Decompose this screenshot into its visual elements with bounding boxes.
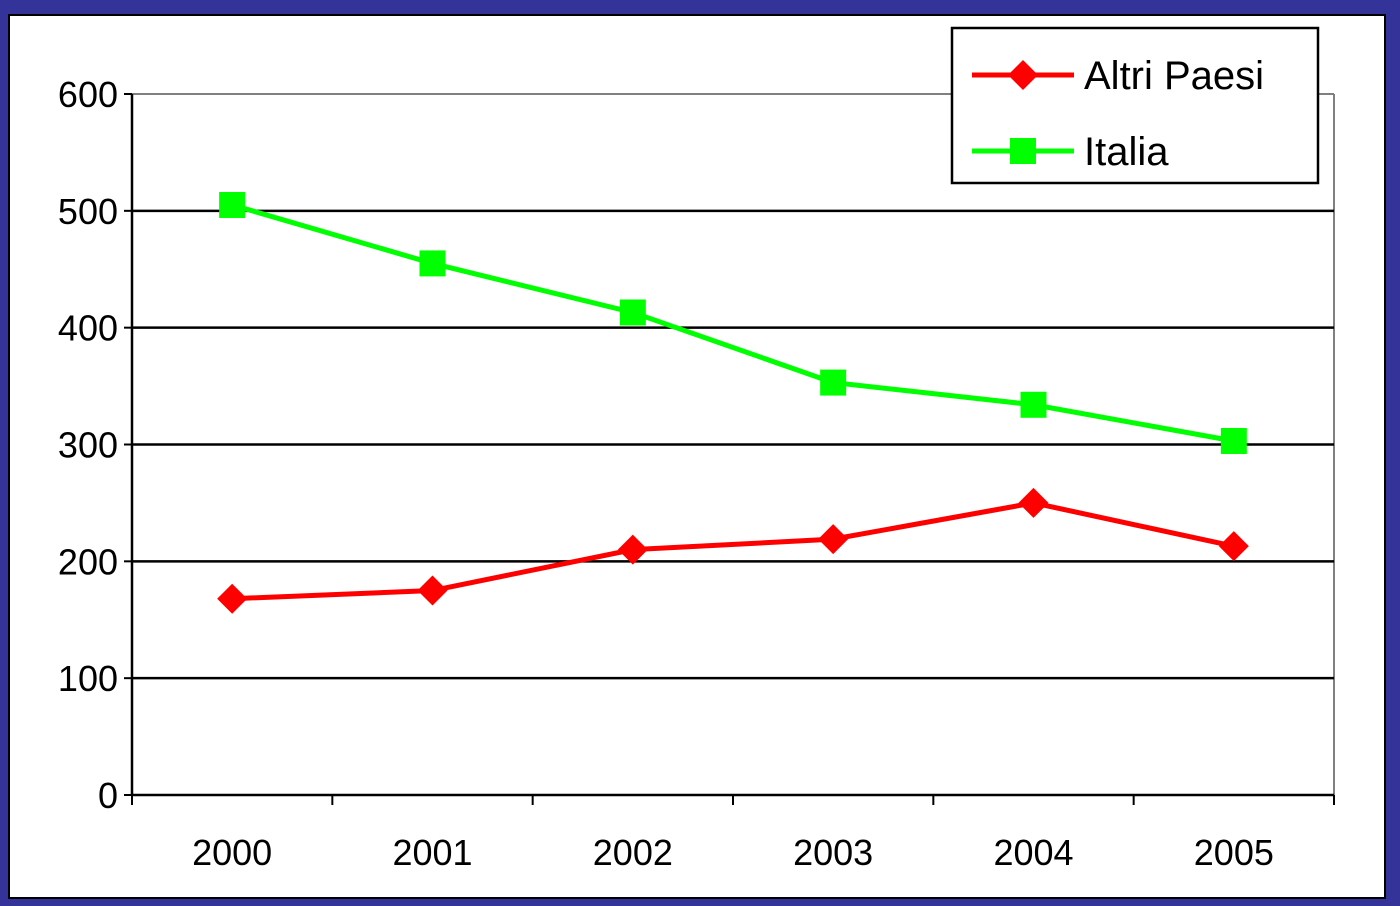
data-point — [1018, 487, 1049, 518]
y-tick-label: 0 — [98, 775, 118, 816]
data-point — [1020, 391, 1047, 418]
y-tick-label: 100 — [58, 658, 118, 699]
x-tick-label: 2001 — [392, 832, 472, 873]
x-tick-label: 2000 — [192, 832, 272, 873]
line-chart: 0 100 200 300 400 500 600 2000 2001 2002 2003 2004 2… — [58, 26, 1335, 873]
legend-label: Italia — [1084, 130, 1169, 174]
legend-entry: Italia — [972, 130, 1169, 174]
axes: 0 100 200 300 400 500 600 2000 2001 2002 2003 2004 2… — [58, 74, 1335, 873]
legend-entry: Altri Paesi — [972, 54, 1264, 98]
x-tick-label: 2002 — [593, 832, 673, 873]
data-point — [820, 369, 847, 396]
x-tick-label: 2003 — [793, 832, 873, 873]
y-tick-label: 200 — [58, 541, 118, 582]
data-point — [217, 583, 248, 614]
legend-label: Altri Paesi — [1084, 54, 1264, 98]
legend-marker — [1010, 138, 1036, 164]
data-point — [419, 250, 446, 277]
x-tick-label: 2004 — [993, 832, 1073, 873]
series-line — [231, 202, 1235, 444]
data-point — [1218, 531, 1249, 562]
data-point — [818, 524, 849, 555]
data-point — [619, 299, 646, 326]
data-point — [1220, 427, 1247, 454]
y-tick-label: 400 — [58, 308, 118, 349]
legend: Altri Paesi Italia — [950, 26, 1320, 185]
y-tick-label: 600 — [58, 74, 118, 115]
legend-marker — [1008, 60, 1038, 90]
series-italia — [219, 191, 1247, 454]
series-lines — [217, 191, 1249, 614]
y-tick-label: 300 — [58, 425, 118, 466]
x-tick-label: 2005 — [1194, 832, 1274, 873]
data-point — [617, 534, 648, 565]
gridlines — [132, 93, 1335, 795]
data-point — [219, 191, 246, 218]
y-tick-label: 500 — [58, 191, 118, 232]
chart-frame: 0 100 200 300 400 500 600 2000 2001 2002 2003 2004 2… — [8, 14, 1386, 899]
data-point — [417, 575, 448, 606]
series-altri-paesi — [217, 487, 1249, 614]
series-line — [232, 500, 1235, 602]
